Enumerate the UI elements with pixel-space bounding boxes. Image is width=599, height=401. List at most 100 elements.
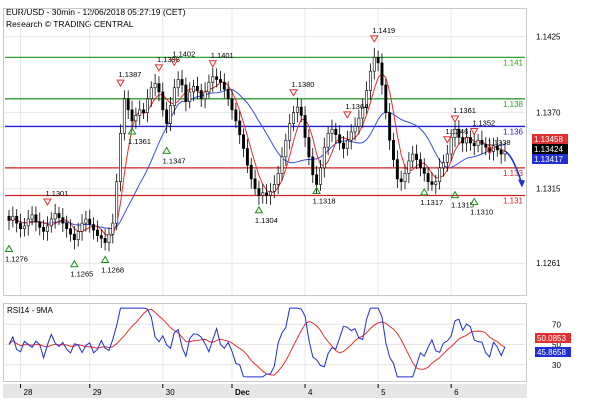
x-tick-label: 4 [308, 388, 313, 397]
candle-body [192, 86, 196, 93]
rsi-tag-box [535, 333, 571, 343]
candle-body [430, 181, 434, 185]
swing-high-label: 1.1402 [172, 49, 195, 58]
rsi-tick-label: 30 [552, 361, 561, 370]
candle-body [115, 181, 119, 224]
candle-body [157, 83, 161, 93]
swing-high-marker [442, 136, 452, 144]
candle-body [315, 174, 319, 185]
candle-body [265, 192, 269, 196]
swing-high-marker [289, 89, 298, 97]
candle-body [472, 142, 476, 147]
y-tick-label: 1.1315 [536, 185, 561, 194]
swing-high-label: 1.1401 [211, 51, 234, 60]
swing-low-marker [469, 197, 479, 206]
price-tag-label: 1.13417 [534, 155, 563, 164]
candle-body [249, 164, 253, 180]
candle-body [476, 139, 480, 147]
candle-body [288, 123, 292, 141]
candle-body [499, 149, 503, 155]
y-tick-label: 1.1261 [536, 259, 561, 268]
level-label: 1.141 [503, 58, 524, 67]
candle-body [269, 191, 272, 196]
candle-body [284, 139, 288, 158]
swing-high-label: 1.1364 [345, 102, 368, 111]
swing-low-label: 1.1347 [163, 156, 186, 165]
candle-body [219, 79, 222, 83]
candle-body [245, 148, 249, 166]
candle-body [330, 128, 334, 134]
swing-high-marker [116, 79, 125, 88]
candle-body [442, 162, 445, 169]
candle-body [434, 181, 438, 185]
candle-body [207, 81, 211, 93]
x-tick-label: 29 [93, 388, 102, 397]
candle-body [326, 133, 330, 148]
candle-body [76, 231, 80, 241]
candle-body [468, 137, 472, 144]
candle-body [165, 109, 169, 124]
level-label: 1.133 [503, 169, 524, 178]
swing-low-label: 1.1304 [255, 216, 278, 225]
x-axis-strip [3, 384, 527, 398]
candle-body [95, 229, 99, 236]
candle-body [61, 217, 65, 224]
candle-body [184, 84, 188, 102]
price-tag-box [532, 154, 568, 164]
candle-body [22, 225, 26, 229]
candle-body [42, 226, 46, 232]
candle-body [199, 90, 203, 100]
candle-body [349, 131, 353, 141]
swing-high-label: 1.1301 [45, 189, 68, 198]
rsi-tick-label: 70 [552, 320, 561, 329]
candle-body [11, 215, 15, 221]
swing-low-marker [419, 187, 429, 196]
candle-body [242, 134, 245, 149]
candle-body [415, 153, 419, 160]
swing-high-marker [208, 60, 218, 68]
candle-body [453, 128, 457, 138]
candle-body [380, 62, 384, 86]
candle-body [30, 214, 34, 220]
candle-body [395, 159, 399, 180]
candle-body [7, 215, 11, 221]
rsi-line [8, 307, 506, 378]
main-pane-frame [3, 8, 527, 296]
candle-body [238, 120, 242, 136]
candle-body [138, 109, 142, 116]
candle-body [69, 228, 72, 235]
candle-body [365, 90, 369, 108]
candle-body [338, 134, 342, 144]
candle-body [153, 83, 157, 89]
projection-arrow-head [518, 179, 525, 188]
swing-low-label: 1.1265 [70, 270, 93, 279]
candle-body [403, 173, 407, 183]
swing-high-marker [43, 198, 52, 206]
candle-body [342, 142, 345, 149]
swing-high-label: 1.1419 [372, 26, 395, 35]
swing-high-marker [342, 111, 352, 119]
swing-low-label: 1.1310 [470, 208, 493, 217]
price-tag-label: 1.13458 [534, 135, 563, 144]
candle-body [119, 133, 122, 183]
candle-body [307, 137, 311, 158]
rsi-tag-box [535, 347, 571, 357]
candle-body [334, 128, 338, 136]
x-tick-label: 6 [454, 388, 459, 397]
x-tick-label: 28 [24, 388, 33, 397]
candle-body [130, 109, 134, 122]
candle-body [88, 218, 92, 225]
price-tag-box [532, 144, 568, 154]
candle-body [295, 106, 299, 113]
moving-average-fast [8, 72, 506, 237]
candle-body [26, 218, 30, 227]
candle-body [292, 112, 295, 124]
swing-high-label: 1.1346 [445, 127, 468, 136]
price-tag-box [532, 134, 568, 144]
candle-body [372, 57, 376, 72]
candle-body [169, 105, 172, 124]
x-tick-label: Dec [235, 388, 250, 397]
candle-body [272, 184, 276, 192]
